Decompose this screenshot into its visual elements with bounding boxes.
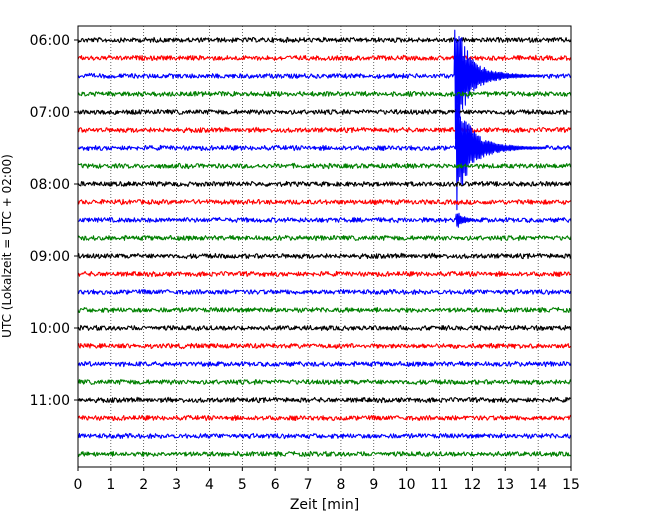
trace-line-23: [77, 450, 572, 458]
trace-line-2: [77, 29, 572, 140]
plot-background: [78, 26, 571, 467]
trace-line-15: [77, 306, 572, 313]
x-tick-label: 0: [74, 477, 83, 493]
x-tick-label: 10: [398, 477, 416, 493]
trace-line-18: [77, 360, 572, 368]
y-tick-label: 08:00: [30, 177, 70, 193]
y-tick-label: 10:00: [30, 321, 70, 337]
trace-group: [77, 29, 572, 458]
trace-line-20: [77, 396, 571, 404]
y-tick-label: 09:00: [30, 249, 70, 265]
trace-line-19: [77, 378, 572, 386]
trace-line-10: [77, 212, 572, 228]
trace-line-14: [77, 288, 572, 296]
x-tick-label: 13: [496, 477, 514, 493]
trace-line-0: [77, 36, 572, 44]
y-tick-label: 07:00: [30, 105, 70, 121]
x-tick-label: 12: [463, 477, 481, 493]
x-tick-label: 7: [304, 477, 313, 493]
x-tick-label: 6: [271, 477, 280, 493]
trace-line-9: [77, 198, 572, 206]
trace-line-7: [77, 162, 572, 170]
x-tick-label: 9: [369, 477, 378, 493]
x-tick-label: 15: [562, 477, 580, 493]
x-axis: 0 1 2 3 4 5 6 7 8 9 10 11 12 13 14 15: [74, 467, 580, 493]
trace-line-21: [77, 414, 572, 422]
plot-frame: [77, 25, 572, 468]
trace-line-6: [77, 86, 572, 211]
trace-line-16: [77, 324, 572, 332]
x-tick-label: 14: [529, 477, 547, 493]
x-tick-label: 11: [431, 477, 449, 493]
trace-line-11: [77, 234, 572, 242]
y-axis-label: UTC (Lokalzeit = UTC + 02:00): [0, 154, 14, 338]
x-tick-label: 4: [205, 477, 214, 493]
trace-line-3: [77, 90, 572, 98]
trace-line-4: [77, 108, 572, 116]
x-tick-label: 3: [172, 477, 181, 493]
trace-line-1: [77, 54, 572, 62]
x-axis-label: Zeit [min]: [290, 497, 359, 513]
trace-line-13: [77, 270, 572, 278]
x-tick-label: 5: [238, 477, 247, 493]
x-tick-label: 8: [336, 477, 345, 493]
x-tick-label: 1: [106, 477, 115, 493]
trace-line-5: [77, 126, 572, 134]
x-tick-label: 2: [139, 477, 148, 493]
y-tick-label: 06:00: [30, 33, 70, 49]
y-axis: 06:00 07:00 08:00 09:00 10:00 11:00: [30, 33, 78, 409]
trace-line-8: [77, 180, 572, 188]
trace-line-22: [77, 432, 572, 440]
trace-line-12: [77, 252, 572, 260]
trace-line-17: [77, 342, 572, 350]
y-tick-label: 11:00: [30, 393, 70, 409]
